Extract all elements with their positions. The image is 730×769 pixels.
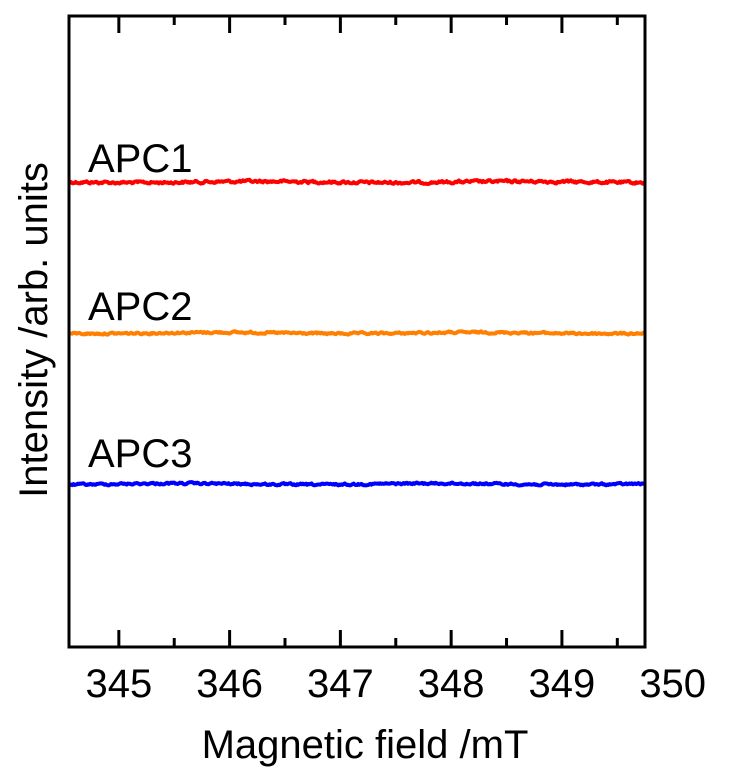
x-tick-label-347: 347 — [307, 662, 374, 706]
x-tick-label-348: 348 — [418, 662, 485, 706]
series-label-apc1: APC1 — [88, 137, 193, 181]
series-line-apc3 — [67, 480, 646, 488]
y-axis-title: Intensity /arb. units — [12, 162, 56, 498]
series-label-apc2: APC2 — [88, 285, 193, 329]
series-layer — [67, 177, 646, 488]
series-line-apc1 — [68, 177, 646, 187]
series-line-apc2 — [68, 329, 646, 337]
series-label-apc3: APC3 — [88, 432, 193, 476]
x-tick-label-345: 345 — [85, 662, 152, 706]
x-axis-title: Magnetic field /mT — [202, 723, 529, 767]
plot-frame — [67, 14, 647, 649]
x-tick-label-346: 346 — [196, 662, 263, 706]
x-tick-label-350: 350 — [639, 662, 706, 706]
x-tick-label-349: 349 — [529, 662, 596, 706]
x-tick-layer: 345 346 347 348 349 350 — [85, 16, 706, 706]
series-label-layer: APC1 APC2 APC3 — [88, 137, 193, 476]
